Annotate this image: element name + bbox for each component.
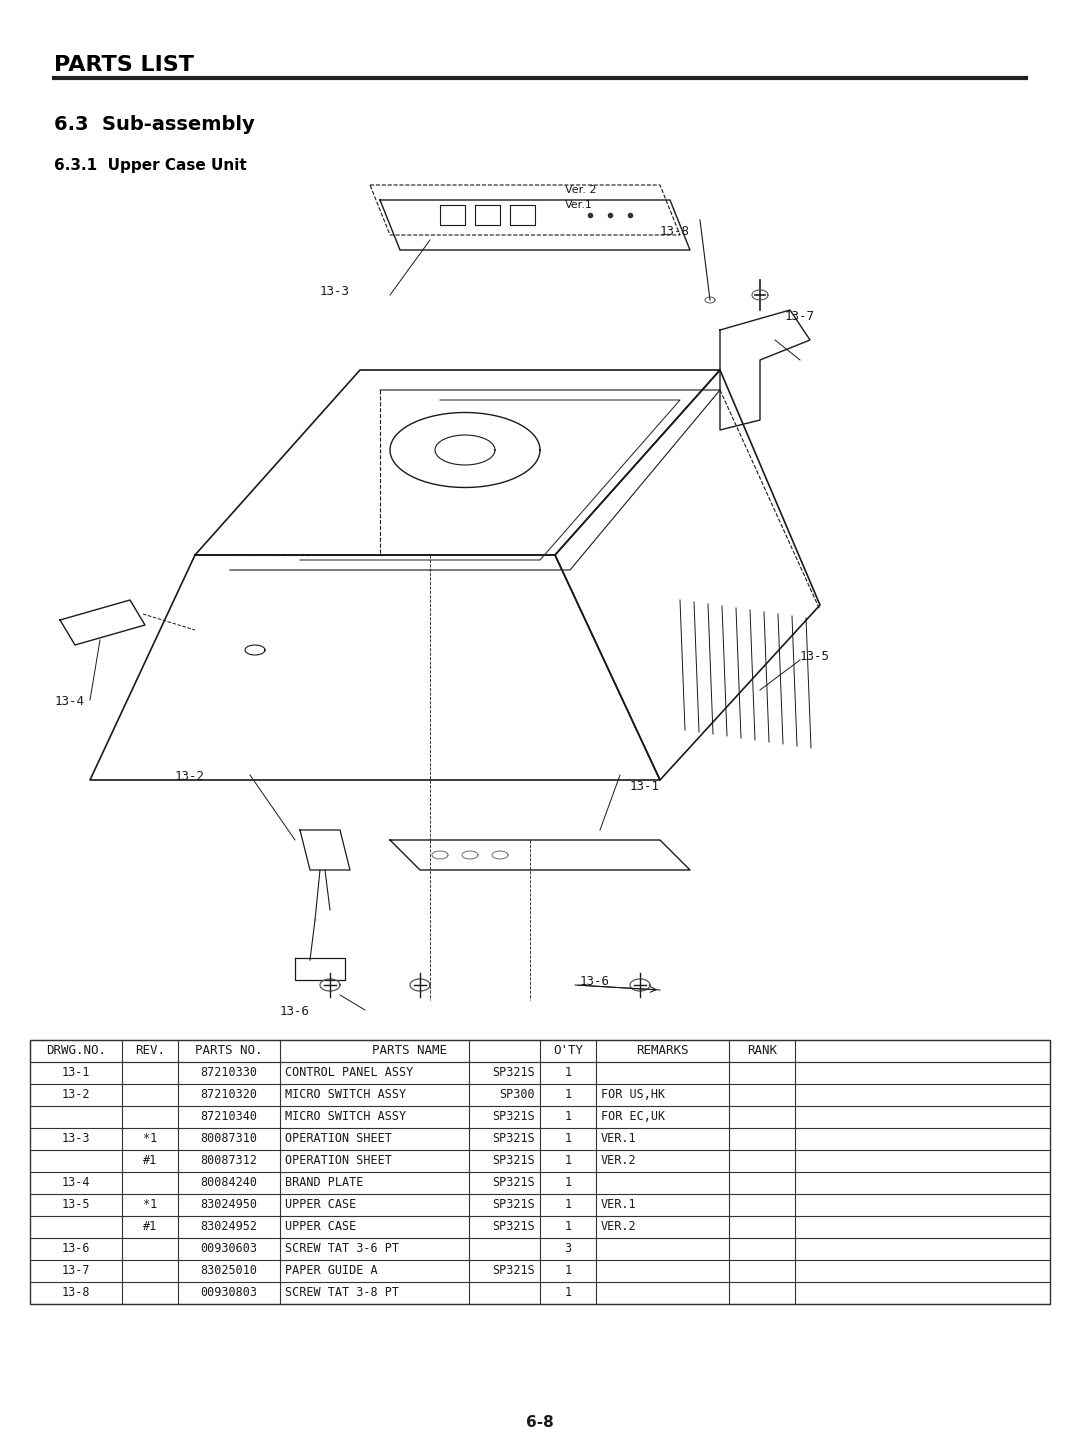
Text: VER.2: VER.2 (602, 1154, 637, 1167)
Text: 83025010: 83025010 (201, 1265, 257, 1278)
Text: 83024952: 83024952 (201, 1220, 257, 1233)
Text: 6.3.1  Upper Case Unit: 6.3.1 Upper Case Unit (54, 158, 246, 173)
Text: UPPER CASE: UPPER CASE (285, 1220, 356, 1233)
Text: 13-2: 13-2 (175, 770, 205, 783)
Text: 1: 1 (565, 1088, 571, 1101)
Text: 1: 1 (565, 1286, 571, 1299)
Text: 13-7: 13-7 (785, 309, 815, 322)
Text: 1: 1 (565, 1265, 571, 1278)
Text: SP321S: SP321S (492, 1111, 535, 1124)
Text: REV.: REV. (135, 1045, 165, 1058)
Text: 13-8: 13-8 (62, 1286, 90, 1299)
Text: 83024950: 83024950 (201, 1199, 257, 1212)
Text: Ver. 2: Ver. 2 (565, 186, 596, 196)
Text: VER.2: VER.2 (602, 1220, 637, 1233)
Text: OPERATION SHEET: OPERATION SHEET (285, 1132, 392, 1145)
Text: SP321S: SP321S (492, 1132, 535, 1145)
Text: 13-7: 13-7 (62, 1265, 90, 1278)
Text: SP321S: SP321S (492, 1177, 535, 1190)
Text: 13-5: 13-5 (62, 1199, 90, 1212)
Text: SP300: SP300 (499, 1088, 535, 1101)
Text: 13-8: 13-8 (660, 224, 690, 237)
Text: OPERATION SHEET: OPERATION SHEET (285, 1154, 392, 1167)
Text: 13-5: 13-5 (800, 650, 831, 663)
Text: VER.1: VER.1 (602, 1199, 637, 1212)
Text: 13-6: 13-6 (62, 1242, 90, 1255)
Text: 6.3  Sub-assembly: 6.3 Sub-assembly (54, 115, 255, 134)
Text: SP321S: SP321S (492, 1199, 535, 1212)
Text: 13-4: 13-4 (62, 1177, 90, 1190)
Text: PAPER GUIDE A: PAPER GUIDE A (285, 1265, 378, 1278)
Text: Ver.1: Ver.1 (565, 200, 593, 210)
Text: 80084240: 80084240 (201, 1177, 257, 1190)
Text: 1: 1 (565, 1132, 571, 1145)
Text: 1: 1 (565, 1177, 571, 1190)
Text: MICRO SWITCH ASSY: MICRO SWITCH ASSY (285, 1088, 406, 1101)
Bar (30, 1040, 1050, 1304)
Text: SP321S: SP321S (492, 1154, 535, 1167)
Text: PARTS NAME: PARTS NAME (373, 1045, 447, 1058)
Text: VER.1: VER.1 (602, 1132, 637, 1145)
Text: SCREW TAT 3-6 PT: SCREW TAT 3-6 PT (285, 1242, 399, 1255)
Text: 6-8: 6-8 (526, 1415, 554, 1430)
Text: #1: #1 (143, 1220, 157, 1233)
Text: 13-2: 13-2 (62, 1088, 90, 1101)
Text: DRWG.NO.: DRWG.NO. (46, 1045, 106, 1058)
Text: *1: *1 (143, 1199, 157, 1212)
Text: FOR US,HK: FOR US,HK (602, 1088, 665, 1101)
Text: 13-6: 13-6 (580, 976, 610, 989)
Text: 13-3: 13-3 (62, 1132, 90, 1145)
Text: 13-1: 13-1 (630, 780, 660, 793)
Text: 13-1: 13-1 (62, 1066, 90, 1079)
Text: 1: 1 (565, 1199, 571, 1212)
Text: CONTROL PANEL ASSY: CONTROL PANEL ASSY (285, 1066, 414, 1079)
Text: 87210340: 87210340 (201, 1111, 257, 1124)
Text: SP321S: SP321S (492, 1066, 535, 1079)
Text: 87210320: 87210320 (201, 1088, 257, 1101)
Text: SP321S: SP321S (492, 1220, 535, 1233)
Text: #1: #1 (143, 1154, 157, 1167)
Text: PARTS LIST: PARTS LIST (54, 55, 194, 75)
Text: 1: 1 (565, 1220, 571, 1233)
Text: 1: 1 (565, 1154, 571, 1167)
Bar (30, 1040, 1050, 1062)
Text: 87210330: 87210330 (201, 1066, 257, 1079)
Text: REMARKS: REMARKS (636, 1045, 689, 1058)
Text: 13-4: 13-4 (55, 695, 85, 708)
Text: 80087312: 80087312 (201, 1154, 257, 1167)
Text: 13-3: 13-3 (320, 285, 350, 298)
Text: 13-6: 13-6 (280, 1004, 310, 1017)
Text: RANK: RANK (747, 1045, 777, 1058)
Text: 1: 1 (565, 1066, 571, 1079)
Text: BRAND PLATE: BRAND PLATE (285, 1177, 363, 1190)
Text: *1: *1 (143, 1132, 157, 1145)
Text: PARTS NO.: PARTS NO. (195, 1045, 262, 1058)
Text: 80087310: 80087310 (201, 1132, 257, 1145)
Text: 1: 1 (565, 1111, 571, 1124)
Text: SP321S: SP321S (492, 1265, 535, 1278)
Text: O'TY: O'TY (553, 1045, 583, 1058)
Text: MICRO SWITCH ASSY: MICRO SWITCH ASSY (285, 1111, 406, 1124)
Text: UPPER CASE: UPPER CASE (285, 1199, 356, 1212)
Text: 3: 3 (565, 1242, 571, 1255)
Text: FOR EC,UK: FOR EC,UK (602, 1111, 665, 1124)
Text: 00930603: 00930603 (201, 1242, 257, 1255)
Text: SCREW TAT 3-8 PT: SCREW TAT 3-8 PT (285, 1286, 399, 1299)
Text: 00930803: 00930803 (201, 1286, 257, 1299)
